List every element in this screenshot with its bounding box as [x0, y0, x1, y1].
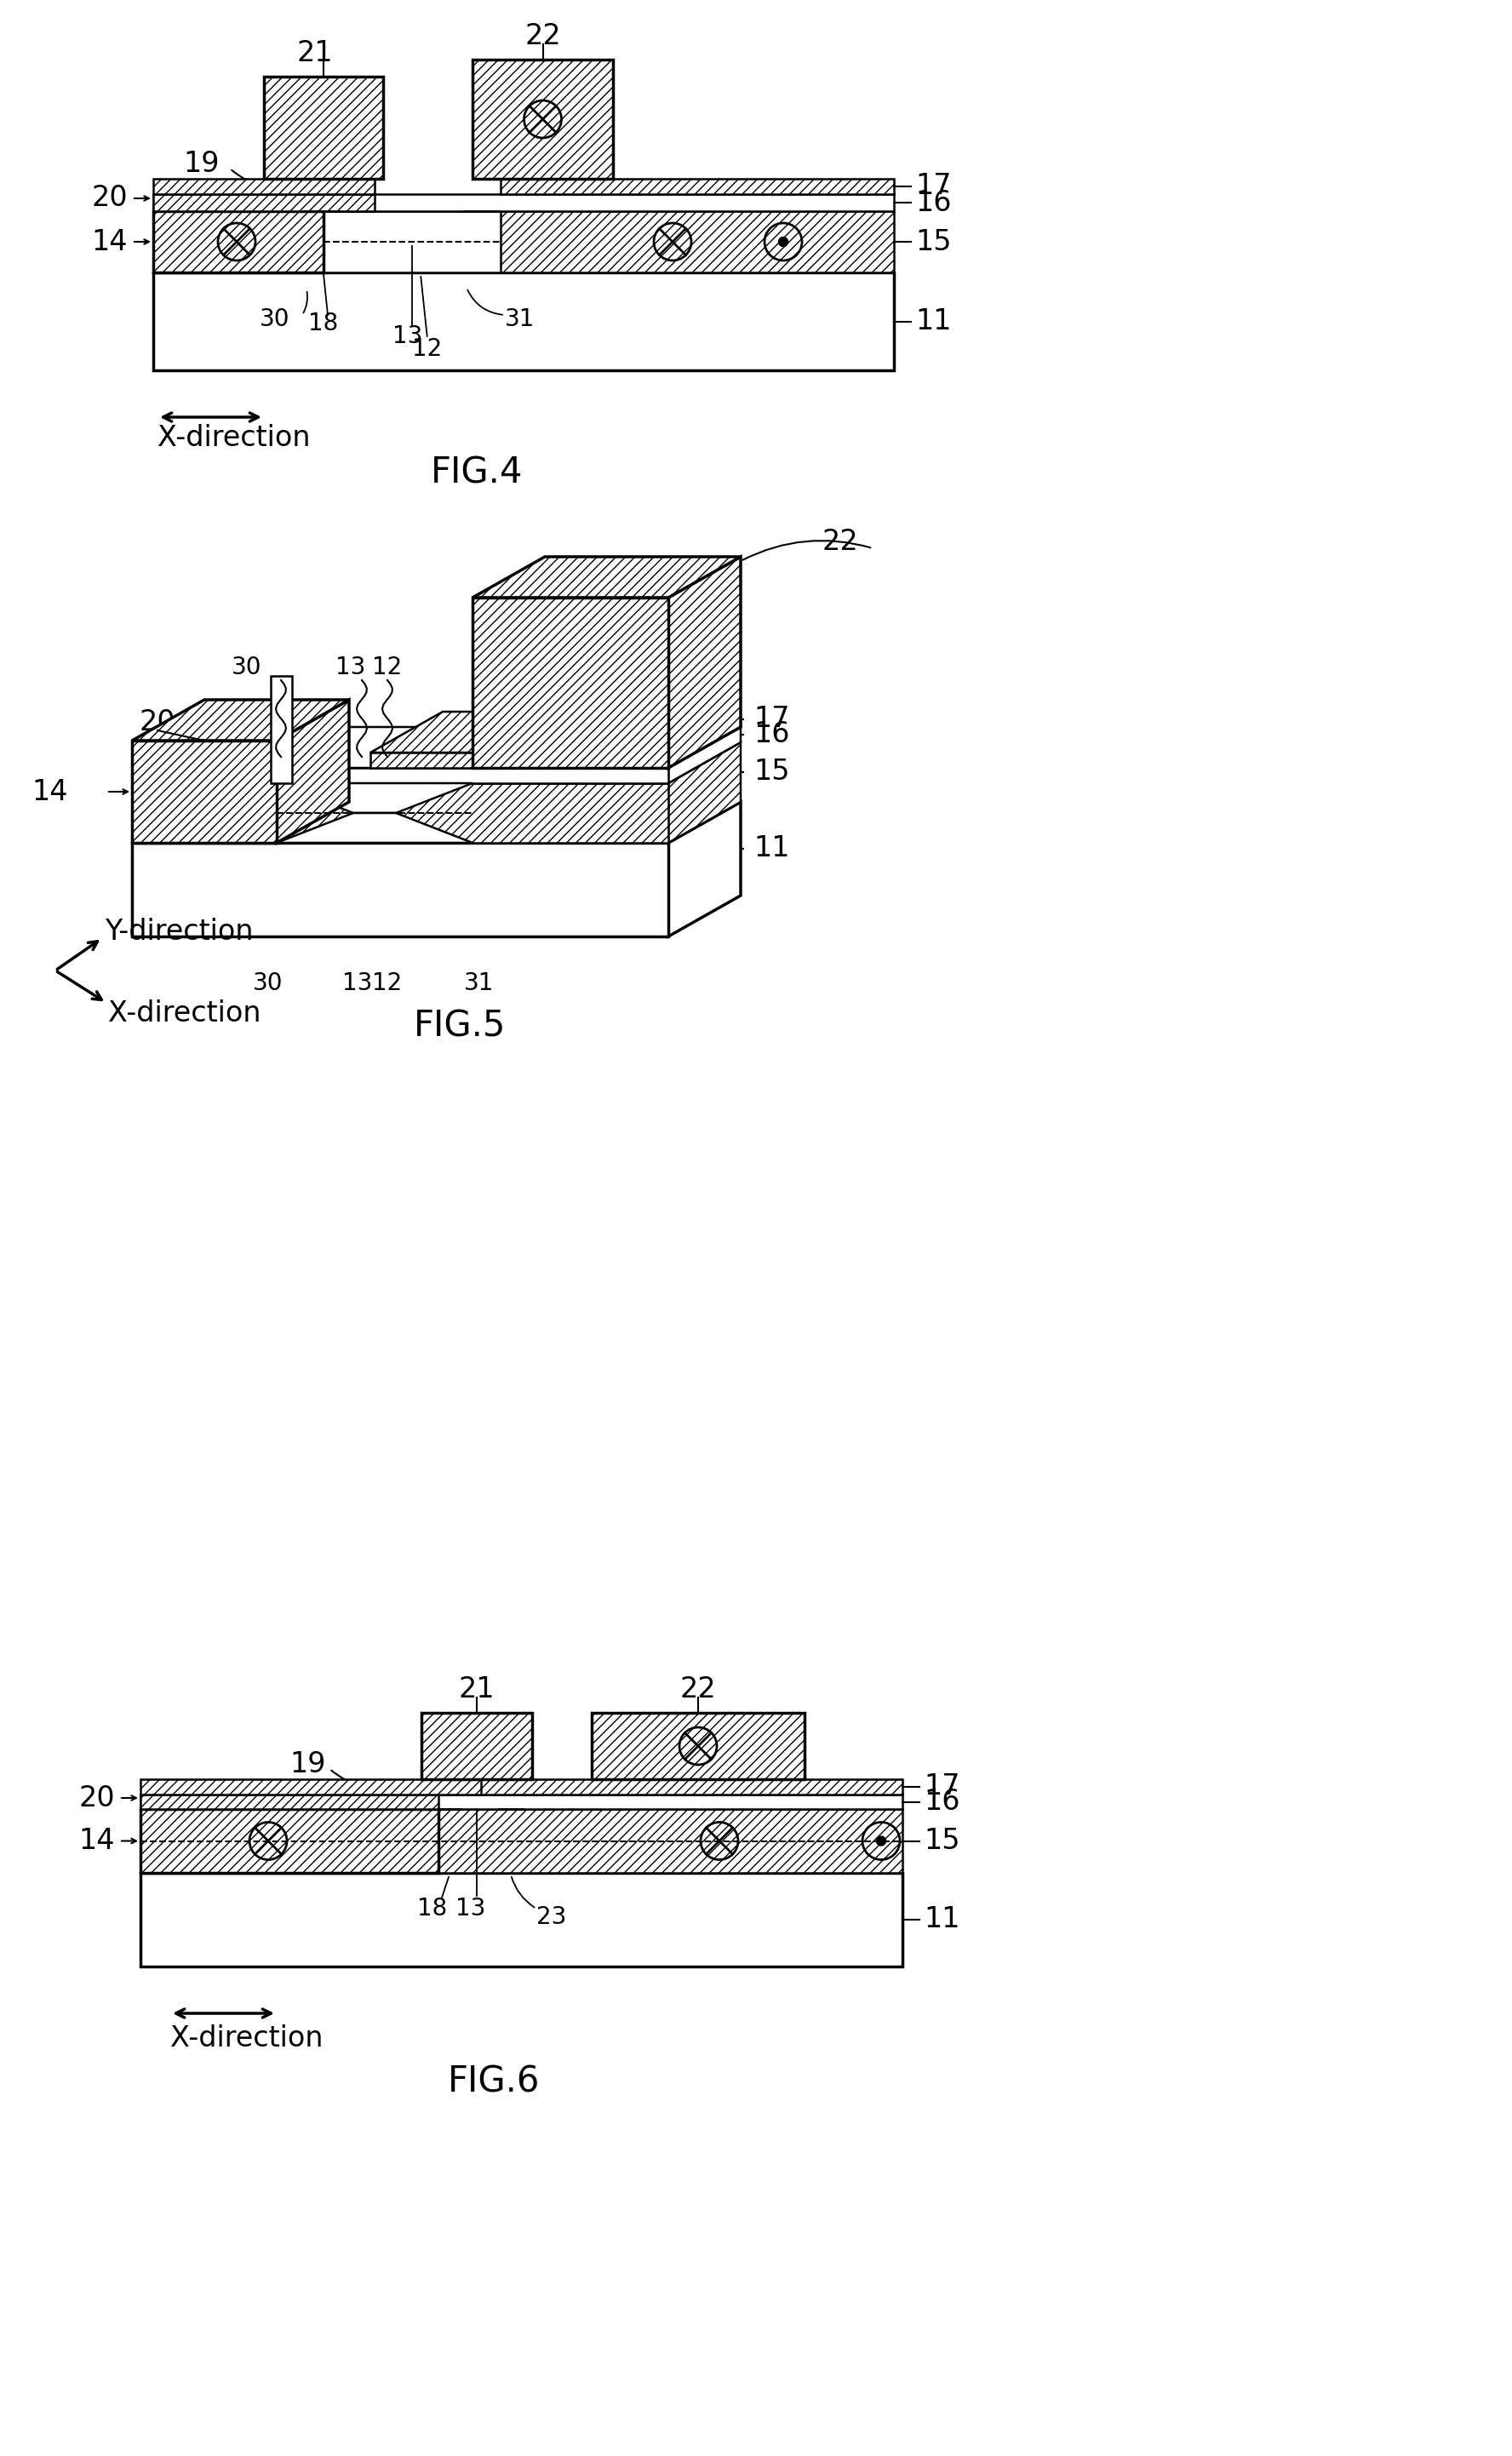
- Bar: [324, 211, 500, 273]
- Polygon shape: [668, 803, 741, 936]
- Bar: [132, 742, 277, 842]
- Circle shape: [877, 1837, 886, 1844]
- Bar: [141, 1795, 903, 1810]
- Text: 30: 30: [259, 307, 289, 332]
- Polygon shape: [277, 700, 349, 842]
- Text: 20: 20: [139, 707, 175, 737]
- Text: 14: 14: [92, 228, 127, 255]
- Text: X-direction: X-direction: [157, 425, 310, 452]
- Bar: [141, 1810, 438, 1874]
- Text: 20: 20: [91, 184, 127, 211]
- Text: 13: 13: [455, 1896, 485, 1921]
- Bar: [473, 59, 612, 179]
- Text: 31: 31: [505, 307, 535, 332]
- Text: 22: 22: [680, 1675, 717, 1702]
- Text: 16: 16: [915, 189, 951, 216]
- Text: 11: 11: [915, 307, 951, 336]
- Bar: [141, 1810, 903, 1874]
- Text: 16: 16: [753, 720, 789, 749]
- Polygon shape: [473, 558, 741, 597]
- Text: FIG.4: FIG.4: [431, 454, 523, 491]
- Bar: [591, 1712, 804, 1778]
- Bar: [141, 1874, 903, 1967]
- Text: 22: 22: [821, 528, 857, 555]
- Bar: [132, 769, 668, 783]
- Text: 21: 21: [296, 39, 333, 66]
- Bar: [132, 783, 668, 842]
- Polygon shape: [277, 813, 473, 842]
- Text: 15: 15: [753, 759, 789, 786]
- Text: 11: 11: [753, 835, 789, 862]
- Polygon shape: [132, 700, 349, 742]
- Bar: [141, 1778, 481, 1795]
- Text: 19: 19: [183, 150, 219, 177]
- Bar: [153, 179, 375, 194]
- Bar: [153, 273, 894, 371]
- Text: 11: 11: [924, 1906, 960, 1933]
- Text: Y-direction: Y-direction: [104, 919, 254, 946]
- Bar: [153, 194, 894, 211]
- Polygon shape: [668, 712, 741, 769]
- Text: 15: 15: [915, 228, 951, 255]
- Polygon shape: [277, 783, 473, 813]
- Text: 18: 18: [417, 1896, 448, 1921]
- Text: 17: 17: [915, 172, 951, 201]
- Polygon shape: [668, 558, 741, 769]
- Bar: [153, 211, 894, 273]
- Text: 22: 22: [525, 22, 561, 49]
- Text: 13: 13: [336, 656, 366, 680]
- Text: 15: 15: [924, 1827, 960, 1854]
- Text: X-direction: X-direction: [109, 1000, 262, 1027]
- Text: 14: 14: [79, 1827, 115, 1854]
- Text: FIG.6: FIG.6: [448, 2063, 540, 2100]
- Bar: [271, 675, 292, 783]
- Text: 20: 20: [79, 1783, 115, 1813]
- Text: X-direction: X-direction: [171, 2024, 324, 2053]
- Circle shape: [779, 238, 788, 246]
- Text: 13: 13: [343, 970, 372, 995]
- Text: 13: 13: [393, 324, 423, 349]
- Text: 14: 14: [32, 779, 68, 806]
- Text: 12: 12: [372, 656, 402, 680]
- Text: 12: 12: [413, 336, 443, 361]
- Text: 23: 23: [537, 1906, 567, 1928]
- Bar: [500, 179, 894, 194]
- Polygon shape: [132, 803, 741, 842]
- Bar: [422, 1712, 532, 1778]
- Text: FIG.5: FIG.5: [414, 1007, 507, 1044]
- Bar: [132, 842, 668, 936]
- Text: 18: 18: [308, 312, 339, 336]
- Text: 31: 31: [464, 970, 494, 995]
- Polygon shape: [132, 727, 741, 769]
- Polygon shape: [370, 712, 741, 752]
- Polygon shape: [668, 727, 741, 783]
- Bar: [141, 1795, 438, 1810]
- Bar: [153, 211, 324, 273]
- Text: 30: 30: [253, 970, 283, 995]
- Text: 30: 30: [231, 656, 262, 680]
- Text: 21: 21: [458, 1675, 494, 1702]
- Bar: [370, 752, 668, 769]
- Bar: [265, 76, 383, 179]
- Text: 12: 12: [372, 970, 402, 995]
- Text: 19: 19: [290, 1749, 327, 1778]
- Polygon shape: [132, 742, 741, 783]
- Text: 17: 17: [924, 1773, 960, 1800]
- Text: 17: 17: [753, 705, 789, 734]
- Bar: [438, 1778, 903, 1795]
- Bar: [153, 194, 375, 211]
- Polygon shape: [668, 742, 741, 842]
- Text: 16: 16: [924, 1788, 960, 1815]
- Bar: [473, 597, 668, 769]
